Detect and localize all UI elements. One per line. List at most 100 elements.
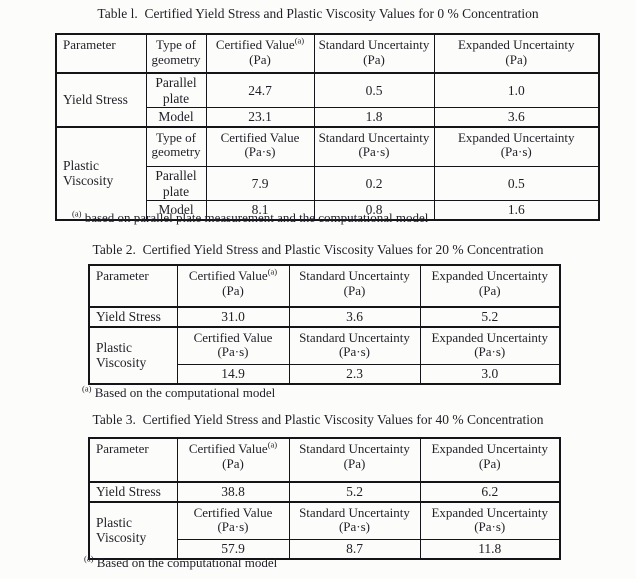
data-cell: 1.0 — [433, 72, 600, 109]
table-2-footnote: (a) Based on the computational model — [82, 384, 276, 401]
header-unit: (Pa·s) — [244, 144, 276, 160]
subheader-standard-uncertainty: Standard Uncertainty (Pa·s) — [288, 325, 421, 366]
header-text: Certified Value — [193, 504, 273, 520]
header-text: Standard Uncertainty — [299, 441, 410, 456]
header-text: Certified Value — [215, 37, 295, 52]
header-unit: geometry — [151, 144, 201, 160]
header-text: Standard Uncertainty — [318, 129, 430, 145]
header-text: Expanded Uncertainty — [431, 329, 549, 345]
data-cell: 0.5 — [433, 166, 600, 202]
data-cell: 0.8 — [313, 200, 435, 221]
subheader-standard-uncertainty: Standard Uncertainty (Pa·s) — [313, 125, 435, 168]
header-unit: (Pa·s) — [338, 519, 371, 535]
row-label-plastic-viscosity: Plastic Viscosity — [55, 125, 147, 221]
header-text: Certified Value — [220, 129, 300, 145]
row-label-yield-stress: Yield Stress — [88, 481, 178, 503]
data-cell: 57.9 — [176, 539, 290, 560]
table-3-footnote: (a) Based on the computational model — [84, 554, 278, 571]
header-standard-uncertainty: Standard Uncertainty (Pa) — [313, 33, 435, 74]
header-text: Standard Uncertainty — [318, 37, 430, 52]
table-1-subheader-row: Plastic Viscosity Type of geometry Certif… — [55, 125, 600, 221]
data-cell: 8.7 — [288, 539, 421, 560]
header-unit: (Pa) — [343, 282, 366, 298]
table-1-footnote: (a) based on parallel plate measurement … — [72, 208, 429, 226]
table-3: Parameter Certified Value(a) (Pa) Standar… — [88, 437, 561, 560]
table-row: Yield Stress 38.8 5.2 6.2 — [88, 481, 561, 503]
header-unit: (Pa·s) — [217, 344, 249, 360]
row-label-yield-stress: Yield Stress — [55, 72, 147, 128]
data-cell: 3.6 — [288, 306, 421, 328]
data-cell: 24.7 — [205, 72, 315, 109]
header-unit: (Pa) — [222, 282, 244, 298]
data-cell: 5.2 — [288, 481, 421, 503]
geometry-cell: Parallel plate — [145, 72, 207, 109]
header-text: Parameter — [63, 37, 116, 52]
header-text: Certified Value — [188, 268, 268, 283]
header-certified-value: Certified Value(a) (Pa) — [205, 33, 315, 74]
data-cell: 14.9 — [176, 364, 290, 385]
header-parameter: Parameter — [88, 437, 178, 483]
subheader-certified-value: Certified Value (Pa·s) — [176, 325, 290, 366]
subheader-expanded-uncertainty: Expanded Uncertainty (Pa·s) — [433, 125, 600, 168]
subheader-expanded-uncertainty: Expanded Uncertainty (Pa·s) — [419, 500, 561, 541]
header-unit: (Pa) — [505, 51, 528, 67]
header-text: Parameter — [96, 441, 149, 456]
header-unit: (Pa) — [363, 51, 385, 67]
header-text: Standard Uncertainty — [299, 504, 410, 520]
header-expanded-uncertainty: Expanded Uncertainty (Pa) — [419, 437, 561, 483]
header-text: Type of — [156, 129, 196, 145]
header-unit: (Pa·s) — [474, 519, 506, 535]
header-text: Parameter — [96, 268, 149, 283]
header-unit: (Pa) — [222, 455, 244, 471]
footnote-text: based on parallel plate measurement and … — [81, 210, 429, 225]
header-unit: (Pa) — [249, 51, 271, 67]
header-text: Expanded Uncertainty — [457, 37, 575, 52]
table-3-title: Table 3. Certified Yield Stress and Plas… — [92, 412, 544, 427]
header-unit: (Pa) — [478, 455, 501, 471]
footnote-marker: (a) — [72, 208, 82, 219]
table-3-header-row: Parameter Certified Value(a) (Pa) Standar… — [88, 437, 561, 483]
geometry-cell: Parallel plate — [145, 166, 207, 202]
data-cell: 1.8 — [313, 107, 435, 128]
header-unit: geometry — [151, 51, 201, 67]
header-text: Expanded Uncertainty — [431, 441, 549, 456]
header-parameter: Parameter — [55, 33, 147, 74]
data-cell: 38.8 — [176, 481, 290, 503]
geometry-cell: Model — [145, 107, 207, 128]
header-standard-uncertainty: Standard Uncertainty (Pa) — [288, 264, 421, 308]
header-text: Expanded Uncertainty — [431, 504, 549, 520]
row-label-plastic-viscosity: Plastic Viscosity — [88, 325, 178, 385]
header-expanded-uncertainty: Expanded Uncertainty (Pa) — [419, 264, 561, 308]
table-row: 14.9 2.3 3.0 — [89, 364, 561, 385]
data-cell: 0.2 — [313, 166, 435, 202]
header-text: Expanded Uncertainty — [431, 268, 549, 283]
subheader-expanded-uncertainty: Expanded Uncertainty (Pa·s) — [419, 325, 561, 366]
header-unit: (Pa) — [343, 455, 366, 471]
table-3-subheader-row: Plastic Viscosity Certified Value (Pa·s) … — [88, 500, 561, 560]
subheader-certified-value: Certified Value (Pa·s) — [176, 500, 290, 541]
table-row: 57.9 8.7 11.8 — [89, 539, 561, 560]
header-unit: (Pa·s) — [338, 344, 371, 360]
header-certified-value: Certified Value(a) (Pa) — [176, 264, 290, 308]
data-cell: 5.2 — [419, 306, 561, 328]
header-text: Certified Value — [188, 441, 268, 456]
data-cell: 23.1 — [205, 107, 315, 128]
data-cell: 31.0 — [176, 306, 290, 328]
header-unit: (Pa·s) — [474, 344, 506, 360]
header-geometry: Type of geometry — [145, 33, 207, 74]
table-1-title: Table l. Certified Yield Stress and Plas… — [97, 6, 539, 21]
footnote-text: Based on the computational model — [91, 385, 276, 400]
data-cell: 11.8 — [419, 539, 561, 560]
data-cell: 3.0 — [419, 364, 561, 385]
superscript: (a) — [267, 439, 278, 450]
header-expanded-uncertainty: Expanded Uncertainty (Pa) — [433, 33, 600, 74]
header-unit: (Pa·s) — [500, 144, 532, 160]
subheader-standard-uncertainty: Standard Uncertainty (Pa·s) — [288, 500, 421, 541]
footnote-text: Based on the computational model — [93, 555, 278, 570]
superscript: (a) — [294, 35, 305, 46]
header-certified-value: Certified Value(a) (Pa) — [176, 437, 290, 483]
table-2-title: Table 2. Certified Yield Stress and Plas… — [92, 242, 544, 257]
table-2: Parameter Certified Value(a) (Pa) Standar… — [88, 264, 561, 385]
header-standard-uncertainty: Standard Uncertainty (Pa) — [288, 437, 421, 483]
